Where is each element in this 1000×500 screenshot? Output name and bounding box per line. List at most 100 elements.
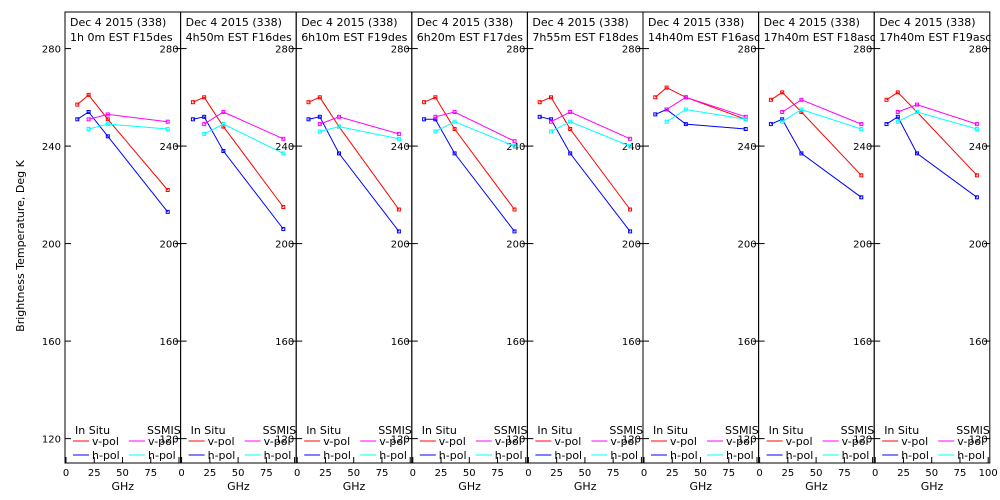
y-tick-label: 160 xyxy=(160,337,179,348)
ssmis_h-point xyxy=(165,127,170,131)
insitu_h-point xyxy=(306,117,311,122)
legend-insitu-h-label: h-pol xyxy=(901,449,929,462)
ssmis_v-point xyxy=(396,131,401,136)
legend-ssmis-h-label: h-pol xyxy=(842,449,870,462)
y-tick-label: 160 xyxy=(969,337,988,348)
y-tick-label: 160 xyxy=(738,337,757,348)
insitu_h-point xyxy=(537,114,542,119)
y-axis-label: Brightness Temperature, Deg K xyxy=(14,159,27,331)
y-tick-label: 200 xyxy=(738,240,757,251)
insitu_h-point xyxy=(75,117,80,122)
panel-title-date: Dec 4 2015 (338) xyxy=(417,16,513,29)
insitu_v-point xyxy=(306,100,311,105)
x-tick-label: 75 xyxy=(376,468,389,479)
y-tick-label: 200 xyxy=(853,240,872,251)
legend-insitu-v-label: v-pol xyxy=(323,435,350,448)
x-tick-label: 50 xyxy=(810,468,823,479)
insitu_h-point xyxy=(743,127,748,131)
legend-insitu-title: In Situ xyxy=(769,424,804,437)
panel-title-time: 6h10m EST F19des xyxy=(301,31,407,44)
insitu_h-point xyxy=(884,122,889,127)
legend-ssmis-h-label: h-pol xyxy=(379,449,407,462)
legend-insitu-h-label: h-pol xyxy=(554,449,582,462)
legend-ssmis-title: SSMIS xyxy=(841,424,875,437)
insitu_h-point xyxy=(165,209,170,214)
legend-ssmis-v-label: v-pol xyxy=(842,435,869,448)
panel-7: Dec 4 2015 (338) 17h40m EST F18asc 120 160 2… xyxy=(756,11,876,493)
insitu_h-point xyxy=(452,151,457,156)
insitu_h-point xyxy=(190,117,195,122)
ssmis_h-line xyxy=(319,126,399,140)
y-tick-label: 240 xyxy=(969,142,988,153)
y-tick-label: 120 xyxy=(853,435,872,446)
insitu_h-line xyxy=(192,116,284,230)
legend-ssmis-title: SSMIS xyxy=(494,424,528,437)
x-tick-label: 75 xyxy=(607,468,620,479)
insitu_v-point xyxy=(165,188,170,192)
ssmis_h-point xyxy=(799,107,804,112)
insitu_v-line xyxy=(423,96,515,210)
legend-insitu-v-label: v-pol xyxy=(92,435,119,448)
ssmis_h-point xyxy=(780,119,785,124)
x-tick-label: 0 xyxy=(641,468,647,479)
insitu_v-point xyxy=(433,95,438,100)
x-tick-label: 25 xyxy=(781,468,794,479)
ssmis_v-point xyxy=(895,110,900,114)
insitu_v-point xyxy=(105,117,110,122)
ssmis_h-point xyxy=(895,119,900,124)
ssmis_v-point xyxy=(433,114,438,119)
panels-group: Dec 4 2015 (338) 1h 0m EST F15des 120 120 16… xyxy=(42,11,998,493)
x-tick-label: 25 xyxy=(319,468,332,479)
legend-insitu-title: In Situ xyxy=(884,424,919,437)
y-tick-label: 160 xyxy=(275,337,294,348)
ssmis_v-point xyxy=(974,122,979,127)
insitu_v-point xyxy=(75,102,80,107)
x-tick-label: 25 xyxy=(203,468,216,479)
y-tick-label: 160 xyxy=(506,337,525,348)
panel-title-time: 6h20m EST F17des xyxy=(417,31,523,44)
panel-frame xyxy=(758,11,875,464)
legend-insitu-h-label: h-pol xyxy=(208,449,236,462)
panel-frame xyxy=(642,11,760,464)
y-tick-label-left: 200 xyxy=(42,240,61,251)
x-tick-label: 50 xyxy=(347,468,360,479)
legend-ssmis-title: SSMIS xyxy=(147,424,181,437)
x-tick-label: 75 xyxy=(838,468,851,479)
insitu_v-point xyxy=(664,85,669,90)
legend-ssmis-v-label: v-pol xyxy=(264,435,291,448)
ssmis_h-point xyxy=(664,119,669,124)
insitu_h-point xyxy=(683,122,688,127)
insitu_h-point xyxy=(422,117,427,122)
insitu_v-point xyxy=(653,95,658,100)
legend-insitu-title: In Situ xyxy=(75,424,110,437)
y-tick-label: 200 xyxy=(391,240,410,251)
y-tick-label: 160 xyxy=(391,337,410,348)
ssmis_h-line xyxy=(781,108,862,130)
panel-8: Dec 4 2015 (338) 17h40m EST F19asc 120 160 2… xyxy=(872,11,998,493)
x-tick-label: 50 xyxy=(694,468,707,479)
y-tick-label: 200 xyxy=(275,240,294,251)
x-axis-label: GHz xyxy=(921,480,944,493)
legend-ssmis-v-label: v-pol xyxy=(379,435,406,448)
insitu_v-line xyxy=(308,96,400,210)
panel-4: Dec 4 2015 (338) 6h20m EST F17des 120 160 20… xyxy=(410,11,528,493)
ssmis_h-line xyxy=(550,121,631,147)
legend-insitu-h-label: h-pol xyxy=(670,449,698,462)
insitu_v-line xyxy=(770,91,862,176)
ssmis_h-point xyxy=(974,127,979,131)
ssmis_h-point xyxy=(512,144,517,149)
insitu_v-point xyxy=(452,127,457,131)
panel-3: Dec 4 2015 (338) 6h10m EST F19des 120 160 20… xyxy=(294,11,413,493)
insitu_h-point xyxy=(221,149,226,153)
insitu_h-point xyxy=(628,229,633,234)
ssmis_v-line xyxy=(319,116,400,135)
x-tick-label: 75 xyxy=(491,468,504,479)
y-tick-label: 160 xyxy=(622,337,641,348)
legend-ssmis-h-label: h-pol xyxy=(726,449,754,462)
x-axis-label: GHz xyxy=(690,480,713,493)
insitu_h-point xyxy=(202,114,207,119)
x-tick-label: 50 xyxy=(232,468,245,479)
x-tick-label: 25 xyxy=(666,468,679,479)
insitu_v-point xyxy=(768,97,773,102)
ssmis_v-point xyxy=(221,110,226,114)
